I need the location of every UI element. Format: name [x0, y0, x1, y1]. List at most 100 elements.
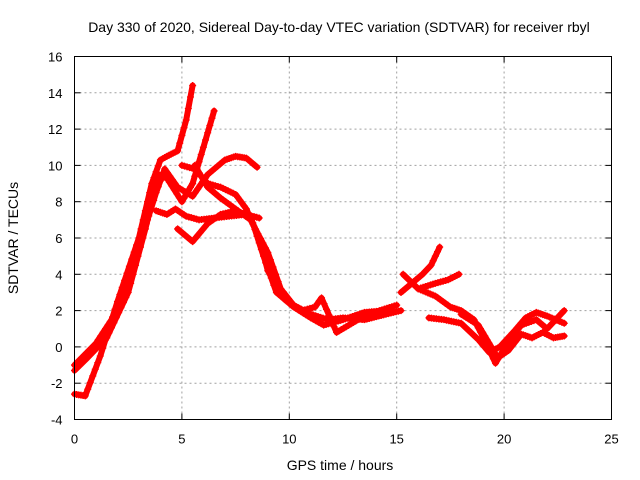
- data-point: [483, 336, 491, 344]
- data-point: [210, 107, 218, 115]
- data-point: [125, 271, 133, 279]
- data-point: [130, 257, 138, 265]
- data-point: [260, 252, 268, 260]
- x-tick-label: 15: [389, 432, 403, 447]
- data-point: [99, 328, 107, 336]
- x-axis-label: GPS time / hours: [287, 457, 394, 473]
- data-point: [436, 243, 444, 251]
- data-point: [163, 169, 171, 177]
- data-point: [270, 281, 278, 289]
- data-point: [265, 267, 273, 275]
- data-point: [147, 204, 155, 212]
- data-series: [425, 308, 568, 356]
- data-point: [84, 385, 92, 393]
- data-point: [202, 136, 210, 144]
- data-series: [457, 310, 568, 362]
- data-point: [189, 82, 197, 90]
- data-point: [145, 212, 153, 220]
- data-point: [186, 93, 194, 101]
- x-tick-label: 20: [497, 432, 511, 447]
- data-point: [180, 124, 188, 132]
- data-point: [106, 317, 114, 325]
- data-point: [199, 143, 207, 151]
- data-point: [178, 131, 186, 139]
- data-point: [476, 325, 484, 333]
- data-point: [191, 189, 199, 197]
- data-point: [397, 307, 405, 315]
- data-point: [154, 162, 162, 170]
- y-tick-label: -4: [51, 413, 63, 428]
- data-point: [253, 163, 261, 171]
- data-point: [109, 314, 117, 322]
- data-point: [133, 250, 141, 258]
- data-point: [481, 332, 489, 340]
- data-point: [105, 329, 113, 337]
- data-point: [429, 257, 437, 265]
- data-point: [150, 196, 158, 204]
- data-point: [97, 332, 105, 340]
- data-point: [86, 379, 94, 387]
- data-point: [560, 307, 568, 315]
- data-point: [123, 278, 131, 286]
- data-point: [128, 264, 136, 272]
- data-point: [257, 245, 265, 253]
- x-tick-label: 25: [604, 432, 618, 447]
- data-point: [191, 172, 199, 180]
- data-point: [320, 300, 328, 308]
- data-point: [393, 301, 401, 309]
- data-point: [382, 307, 390, 315]
- x-tick-label: 10: [282, 432, 296, 447]
- series-layer: [71, 82, 568, 400]
- data-point: [560, 319, 568, 327]
- data-point: [173, 190, 181, 198]
- y-tick-label: 14: [48, 86, 62, 101]
- data-point: [184, 105, 192, 113]
- y-tick-label: -2: [51, 376, 63, 391]
- y-tick-label: 16: [48, 50, 62, 65]
- data-point: [182, 116, 190, 124]
- data-point: [89, 372, 97, 380]
- data-point: [176, 139, 184, 147]
- data-point: [255, 214, 263, 222]
- data-point: [152, 189, 160, 197]
- data-point: [116, 300, 124, 308]
- data-point: [487, 343, 495, 351]
- data-point: [434, 248, 442, 256]
- data-point: [142, 220, 150, 228]
- data-point: [323, 305, 331, 313]
- data-point: [135, 243, 143, 251]
- y-tick-label: 2: [55, 304, 62, 319]
- data-point: [208, 114, 216, 122]
- y-tick-label: 0: [55, 340, 62, 355]
- data-point: [180, 194, 188, 202]
- chart-title: Day 330 of 2020, Sidereal Day-to-day VTE…: [88, 19, 590, 35]
- data-point: [159, 171, 167, 179]
- data-point: [96, 352, 104, 360]
- data-point: [431, 252, 439, 260]
- data-point: [189, 180, 197, 188]
- y-tick-label: 12: [48, 122, 62, 137]
- data-point: [154, 183, 162, 191]
- data-point: [318, 294, 326, 302]
- series-line: [71, 153, 261, 369]
- data-series: [152, 205, 263, 224]
- data-point: [455, 270, 463, 278]
- data-point: [91, 365, 99, 373]
- data-point: [489, 347, 497, 355]
- data-point: [174, 147, 182, 155]
- data-point: [137, 235, 145, 243]
- data-point: [427, 261, 435, 269]
- data-point: [168, 176, 176, 184]
- x-tick-label: 0: [71, 432, 78, 447]
- data-point: [140, 228, 148, 236]
- data-point: [206, 121, 214, 129]
- data-point: [171, 180, 179, 188]
- data-point: [485, 339, 493, 347]
- data-point: [249, 219, 257, 227]
- data-point: [103, 334, 111, 342]
- data-point: [92, 339, 100, 347]
- data-point: [325, 311, 333, 319]
- data-series: [397, 243, 444, 296]
- data-point: [156, 177, 164, 185]
